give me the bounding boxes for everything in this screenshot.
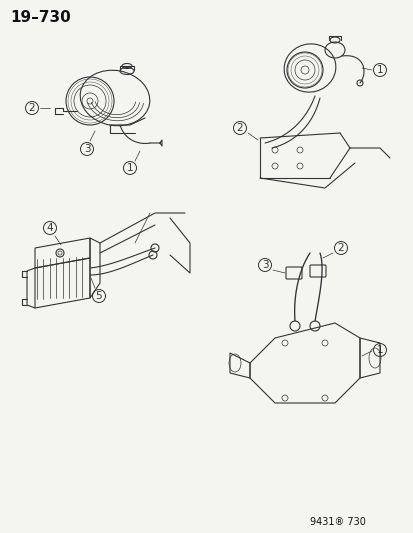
- Text: 2: 2: [28, 103, 35, 113]
- Text: 2: 2: [337, 243, 344, 253]
- Text: 1: 1: [376, 65, 382, 75]
- Text: 4: 4: [47, 223, 53, 233]
- Text: 9431® 730: 9431® 730: [309, 517, 365, 527]
- Text: 1: 1: [126, 163, 133, 173]
- Text: 2: 2: [236, 123, 243, 133]
- Text: 3: 3: [83, 144, 90, 154]
- Text: 3: 3: [261, 260, 268, 270]
- Text: 5: 5: [95, 291, 102, 301]
- Text: 1: 1: [376, 345, 382, 355]
- Text: 19–730: 19–730: [10, 10, 71, 25]
